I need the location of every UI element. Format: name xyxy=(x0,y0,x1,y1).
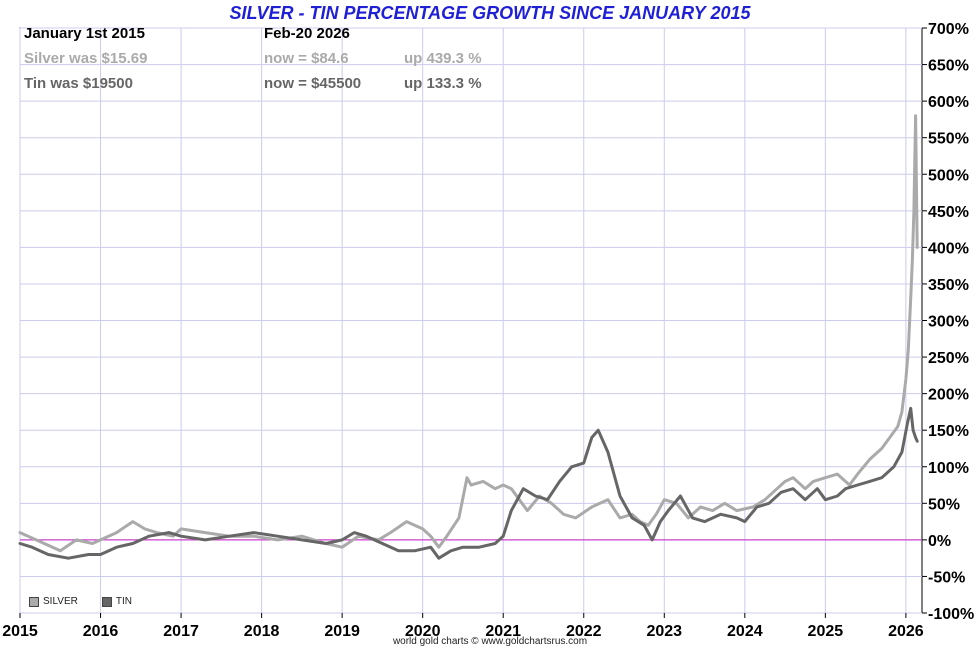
silver-current-price: now = $84.6 xyxy=(264,50,349,67)
y-tick-label: 650% xyxy=(928,58,969,75)
silver-start-price: Silver was $15.69 xyxy=(24,50,148,67)
y-tick-label: 350% xyxy=(928,277,969,294)
x-tick-label: 2026 xyxy=(888,623,924,640)
y-tick-label: 400% xyxy=(928,240,969,257)
y-tick-label: 500% xyxy=(928,167,969,184)
tin-growth: up 133.3 % xyxy=(404,75,482,92)
series-line-silver xyxy=(18,114,919,553)
y-tick-label: 450% xyxy=(928,204,969,221)
x-axis-ticks: 2015 2016 2017 2018 2019 2020 2021 2022 2023 2024… xyxy=(2,613,924,640)
grid-lines xyxy=(19,27,922,614)
x-tick-label: 2022 xyxy=(566,623,602,640)
y-tick-label: 300% xyxy=(928,314,969,331)
tin-current-price: now = $45500 xyxy=(264,75,362,92)
legend-label-silver: SILVER xyxy=(43,596,78,607)
end-date-label: Feb-20 2026 xyxy=(264,25,350,42)
chart-title: SILVER - TIN PERCENTAGE GROWTH SINCE JAN… xyxy=(229,3,751,23)
silver-growth: up 439.3 % xyxy=(404,50,482,67)
y-tick-label: 700% xyxy=(928,21,969,38)
y-tick-label: 0% xyxy=(928,533,951,550)
x-tick-label: 2015 xyxy=(2,623,38,640)
y-tick-label: 200% xyxy=(928,387,969,404)
legend-swatch-silver xyxy=(29,596,39,607)
series-layer xyxy=(18,114,919,560)
x-tick-label: 2019 xyxy=(324,623,360,640)
y-tick-label: 50% xyxy=(928,496,960,513)
legend-label-tin: TIN xyxy=(115,596,132,607)
y-tick-label: 100% xyxy=(928,460,969,477)
y-tick-label: 600% xyxy=(928,94,969,111)
y-axis-ticks: 700% 650% 600% 550% 500% 450% 400% 350% 300% 250%… xyxy=(922,21,974,623)
footer-credit: world gold charts © www.goldchartsrus.co… xyxy=(392,636,588,647)
y-tick-label: 550% xyxy=(928,131,969,148)
y-tick-label: 150% xyxy=(928,423,969,440)
x-tick-label: 2025 xyxy=(808,623,844,640)
y-tick-label: -100% xyxy=(928,606,974,623)
start-date-label: January 1st 2015 xyxy=(24,25,145,42)
x-tick-label: 2018 xyxy=(244,623,280,640)
tin-start-price: Tin was $19500 xyxy=(24,75,133,92)
y-tick-label: -50% xyxy=(928,569,965,586)
x-tick-label: 2016 xyxy=(83,623,119,640)
series-line-tin xyxy=(18,406,919,560)
x-tick-label: 2020 xyxy=(405,623,441,640)
y-tick-label: 250% xyxy=(928,350,969,367)
x-tick-label: 2021 xyxy=(485,623,521,640)
legend: SILVER TIN xyxy=(29,596,132,607)
legend-swatch-tin xyxy=(101,596,112,607)
x-tick-label: 2024 xyxy=(727,623,763,640)
x-tick-label: 2017 xyxy=(163,623,199,640)
x-tick-label: 2023 xyxy=(646,623,682,640)
